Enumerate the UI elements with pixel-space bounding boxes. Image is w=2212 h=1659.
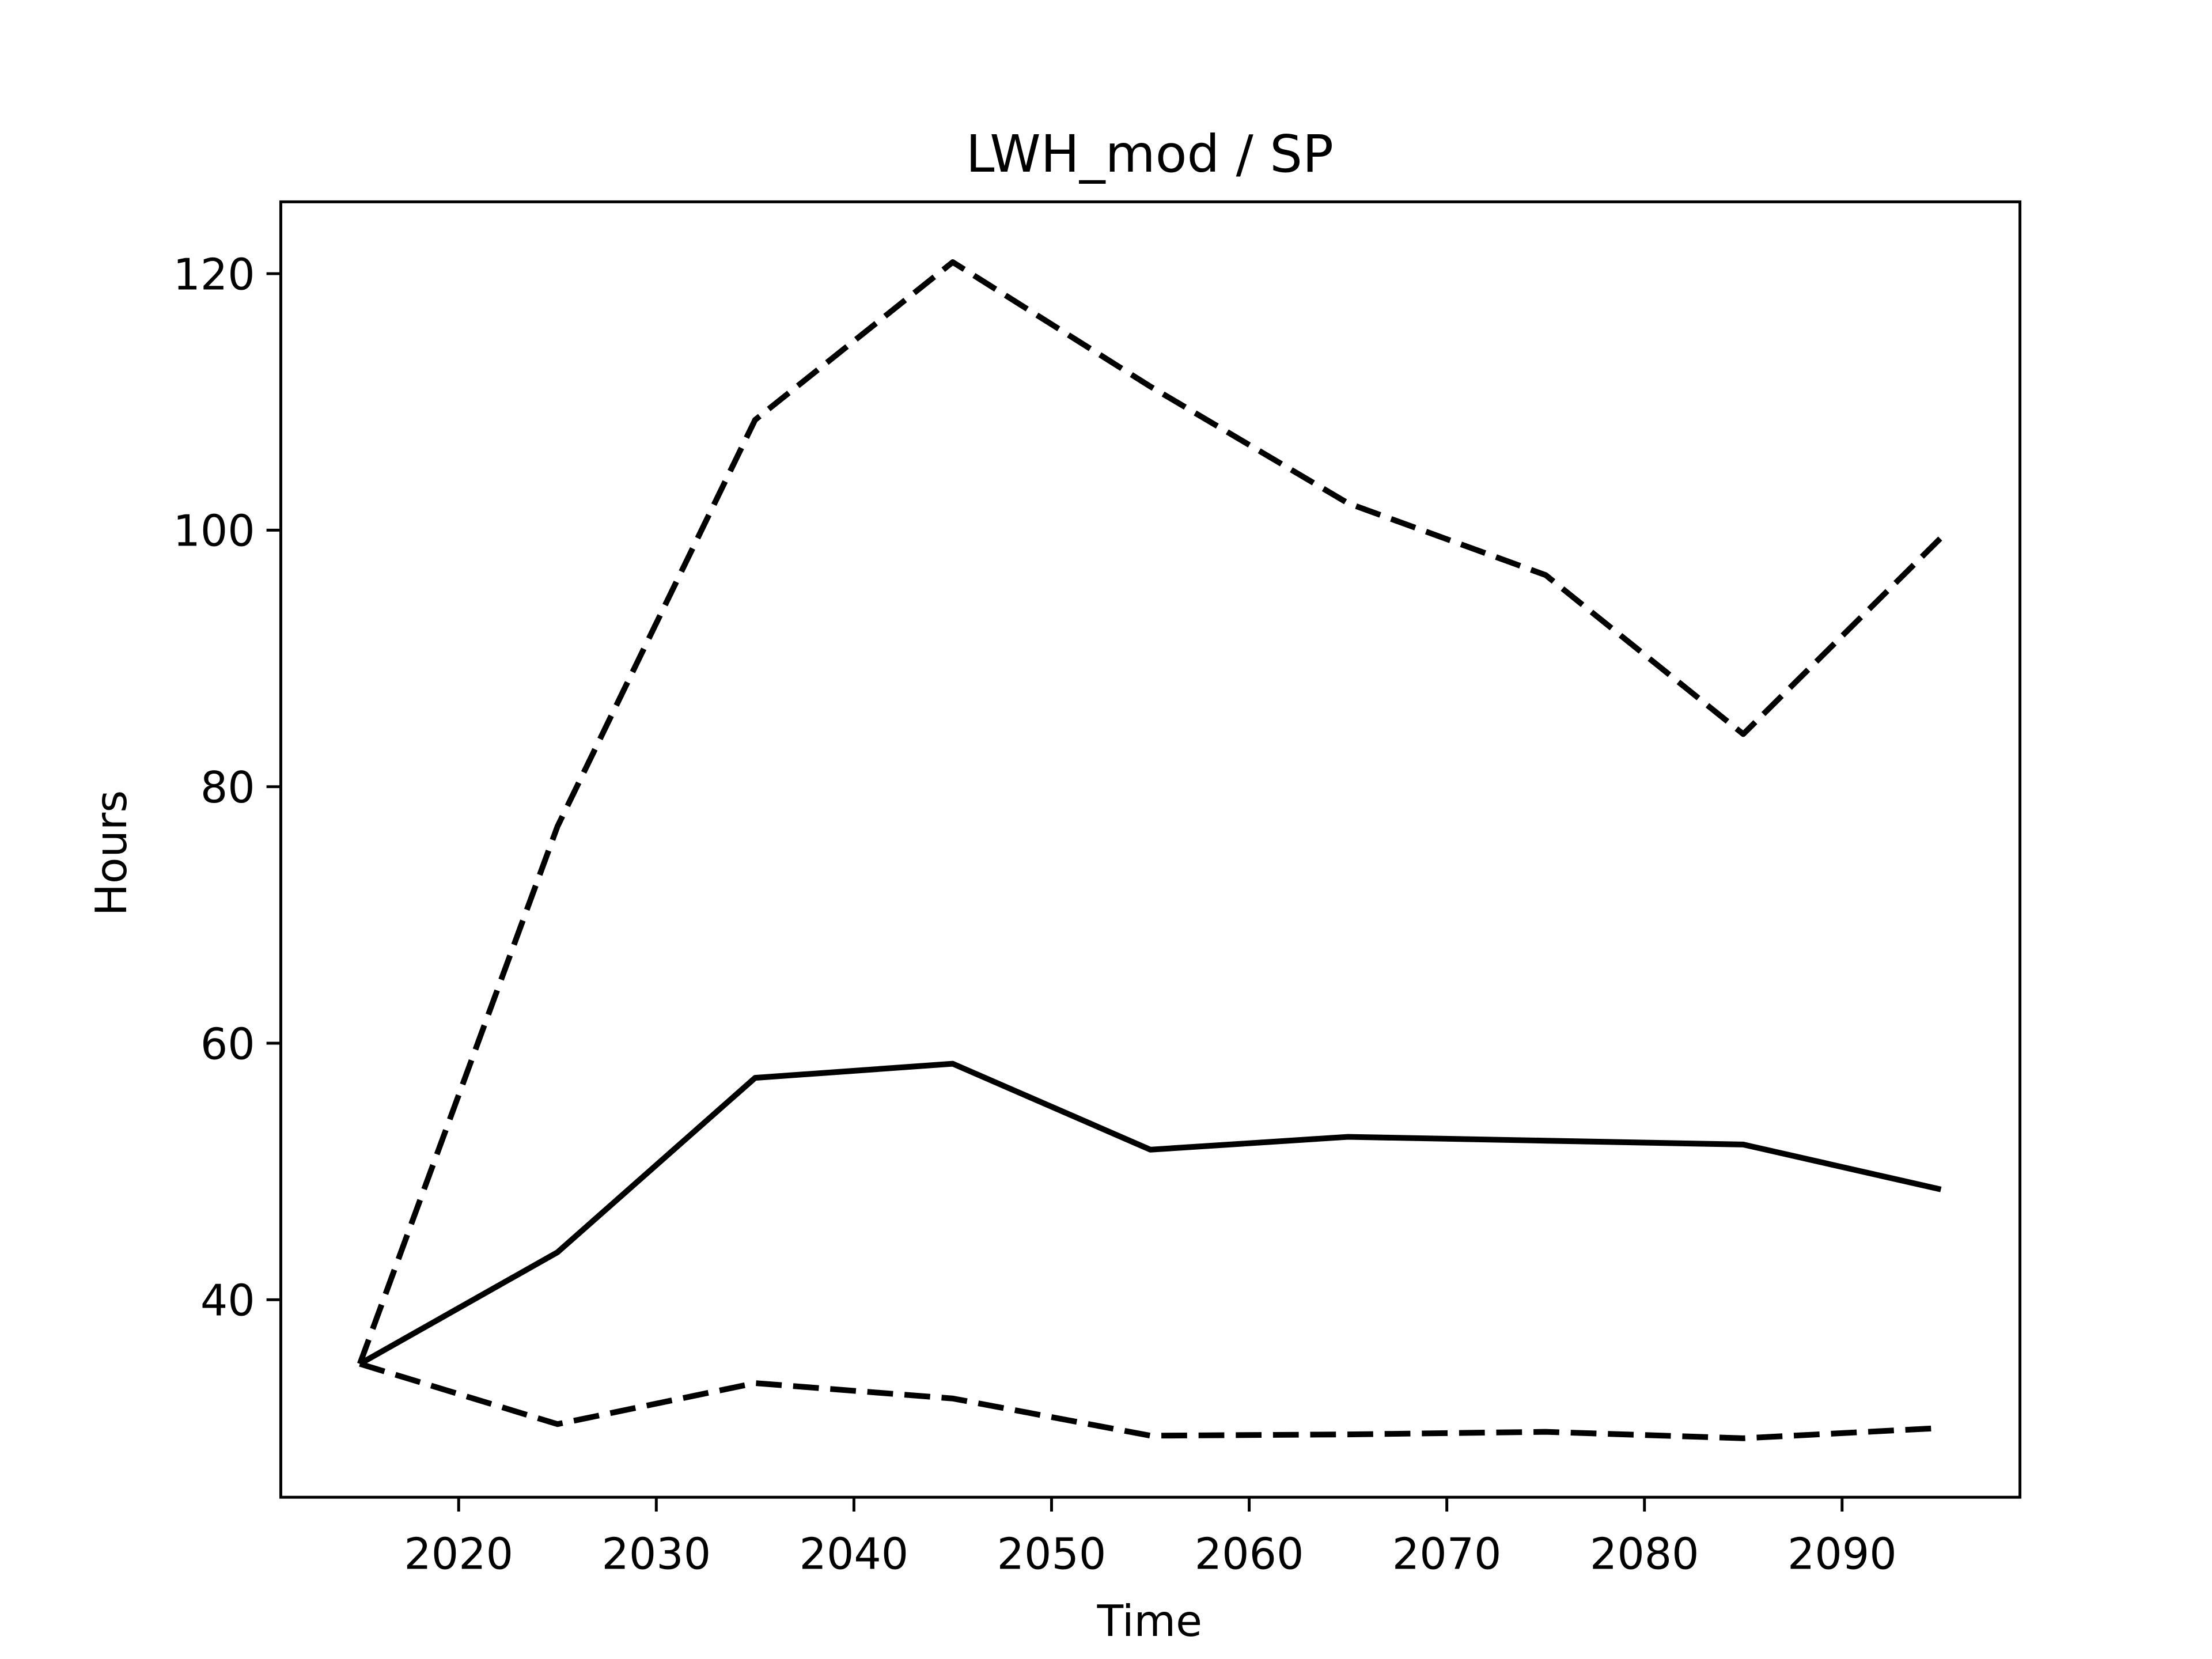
x-axis-label: Time <box>1097 1596 1202 1646</box>
x-tick-label: 2080 <box>1590 1529 1699 1579</box>
x-tick-label: 2060 <box>1195 1529 1304 1579</box>
plot-frame <box>279 200 2022 1499</box>
line-series <box>357 259 1943 1365</box>
x-tick-label: 2030 <box>601 1529 711 1579</box>
chart-title: LWH_mod / SP <box>966 124 1334 184</box>
y-axis-label: Hours <box>86 790 137 916</box>
x-tick-label: 2020 <box>404 1529 513 1579</box>
y-tick-label: 60 <box>200 1019 255 1069</box>
x-tick-label: 2040 <box>800 1529 909 1579</box>
y-tick-label: 80 <box>200 763 255 813</box>
x-tick-label: 2070 <box>1392 1529 1502 1579</box>
line-series <box>359 1361 1941 1441</box>
x-tick-label: 2090 <box>1787 1529 1897 1579</box>
x-tick-label: 2050 <box>997 1529 1107 1579</box>
y-tick-label: 40 <box>200 1276 255 1326</box>
y-tick-label: 100 <box>173 506 255 556</box>
y-tick-label: 120 <box>173 249 255 300</box>
line-series <box>358 1060 1942 1366</box>
